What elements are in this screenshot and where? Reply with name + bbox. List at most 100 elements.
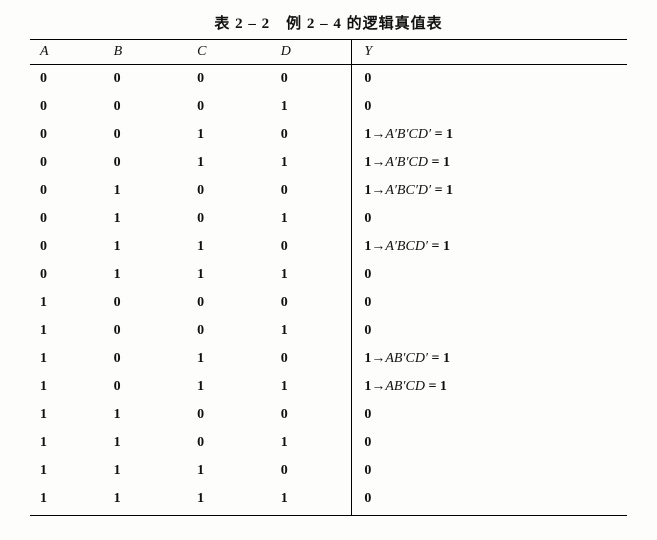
table-row: 11010 — [30, 429, 627, 457]
table-row: 01101→A′BCD′ = 1 — [30, 233, 627, 261]
cell-A: 1 — [30, 289, 114, 317]
cell-C: 0 — [197, 205, 281, 233]
cell-A: 0 — [30, 205, 114, 233]
cell-A: 0 — [30, 261, 114, 289]
cell-A: 0 — [30, 233, 114, 261]
cell-B: 1 — [114, 205, 198, 233]
table-row: 00101→A′B′CD′ = 1 — [30, 121, 627, 149]
cell-Y: 0 — [364, 485, 627, 516]
cell-Y: 0 — [364, 401, 627, 429]
table-caption: 表 2 – 2 例 2 – 4 的逻辑真值表 — [30, 12, 627, 33]
cell-C: 0 — [197, 177, 281, 205]
cell-A: 0 — [30, 121, 114, 149]
cell-D: 0 — [281, 121, 365, 149]
cell-D: 0 — [281, 65, 365, 94]
table-row: 00111→A′B′CD = 1 — [30, 149, 627, 177]
cell-A: 1 — [30, 401, 114, 429]
col-header-C: C — [197, 40, 281, 65]
cell-D: 0 — [281, 345, 365, 373]
cell-D: 0 — [281, 233, 365, 261]
cell-Y: 1→A′BCD′ = 1 — [364, 233, 627, 261]
cell-D: 1 — [281, 429, 365, 457]
cell-Y: 0 — [364, 93, 627, 121]
cell-B: 1 — [114, 457, 198, 485]
cell-A: 1 — [30, 345, 114, 373]
cell-D: 1 — [281, 373, 365, 401]
col-header-A: A — [30, 40, 114, 65]
cell-Y: 0 — [364, 261, 627, 289]
cell-Y: 1→A′B′CD = 1 — [364, 149, 627, 177]
cell-D: 0 — [281, 177, 365, 205]
cell-A: 0 — [30, 65, 114, 94]
cell-C: 0 — [197, 65, 281, 94]
cell-Y: 0 — [364, 457, 627, 485]
cell-D: 1 — [281, 205, 365, 233]
cell-A: 1 — [30, 317, 114, 345]
cell-A: 1 — [30, 373, 114, 401]
cell-B: 1 — [114, 485, 198, 516]
cell-C: 1 — [197, 261, 281, 289]
truth-table: A B C D Y 000000001000101→A′B′CD′ = 1001… — [30, 39, 627, 516]
table-row: 10000 — [30, 289, 627, 317]
cell-Y: 1→A′BC′D′ = 1 — [364, 177, 627, 205]
cell-Y: 0 — [364, 205, 627, 233]
cell-C: 0 — [197, 93, 281, 121]
col-header-B: B — [114, 40, 198, 65]
cell-D: 1 — [281, 317, 365, 345]
cell-A: 1 — [30, 457, 114, 485]
cell-Y: 0 — [364, 429, 627, 457]
table-row: 10111→AB′CD = 1 — [30, 373, 627, 401]
cell-Y: 1→AB′CD′ = 1 — [364, 345, 627, 373]
truth-table-page: 表 2 – 2 例 2 – 4 的逻辑真值表 A B C D Y 0000000… — [0, 0, 657, 540]
cell-D: 0 — [281, 401, 365, 429]
cell-B: 0 — [114, 121, 198, 149]
cell-C: 1 — [197, 121, 281, 149]
table-row: 11000 — [30, 401, 627, 429]
cell-A: 0 — [30, 93, 114, 121]
cell-C: 1 — [197, 373, 281, 401]
cell-C: 1 — [197, 457, 281, 485]
table-row: 11100 — [30, 457, 627, 485]
cell-B: 0 — [114, 317, 198, 345]
cell-B: 0 — [114, 93, 198, 121]
cell-Y: 0 — [364, 65, 627, 94]
cell-C: 1 — [197, 485, 281, 516]
cell-B: 0 — [114, 149, 198, 177]
cell-Y: 0 — [364, 289, 627, 317]
cell-D: 0 — [281, 289, 365, 317]
header-row: A B C D Y — [30, 40, 627, 65]
cell-D: 1 — [281, 261, 365, 289]
table-row: 10101→AB′CD′ = 1 — [30, 345, 627, 373]
table-body: 000000001000101→A′B′CD′ = 100111→A′B′CD … — [30, 65, 627, 516]
cell-A: 1 — [30, 485, 114, 516]
cell-B: 1 — [114, 401, 198, 429]
cell-B: 0 — [114, 65, 198, 94]
cell-C: 1 — [197, 345, 281, 373]
table-row: 10010 — [30, 317, 627, 345]
col-header-Y: Y — [364, 40, 627, 65]
table-row: 01010 — [30, 205, 627, 233]
cell-D: 1 — [281, 93, 365, 121]
cell-C: 0 — [197, 429, 281, 457]
table-row: 00010 — [30, 93, 627, 121]
cell-B: 1 — [114, 429, 198, 457]
col-header-D: D — [281, 40, 365, 65]
cell-D: 1 — [281, 485, 365, 516]
cell-C: 0 — [197, 401, 281, 429]
cell-D: 1 — [281, 149, 365, 177]
cell-B: 1 — [114, 233, 198, 261]
cell-B: 0 — [114, 345, 198, 373]
table-row: 01110 — [30, 261, 627, 289]
cell-Y: 1→AB′CD = 1 — [364, 373, 627, 401]
table-row: 01001→A′BC′D′ = 1 — [30, 177, 627, 205]
cell-C: 0 — [197, 317, 281, 345]
cell-B: 0 — [114, 289, 198, 317]
cell-A: 1 — [30, 429, 114, 457]
table-row: 11110 — [30, 485, 627, 516]
cell-C: 1 — [197, 149, 281, 177]
cell-D: 0 — [281, 457, 365, 485]
cell-C: 0 — [197, 289, 281, 317]
cell-B: 1 — [114, 177, 198, 205]
cell-A: 0 — [30, 177, 114, 205]
cell-C: 1 — [197, 233, 281, 261]
